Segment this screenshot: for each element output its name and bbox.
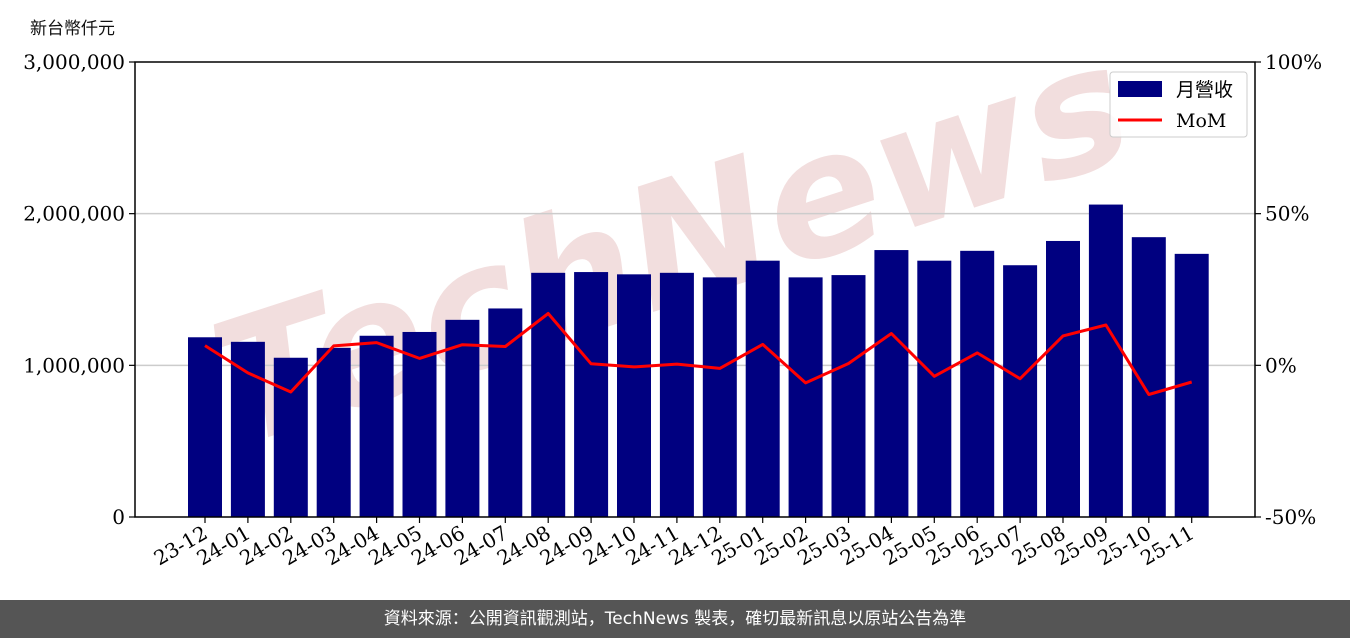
- plot-frame: [134, 61, 1256, 518]
- bar-24-10: [617, 274, 651, 517]
- bar-24-02: [273, 357, 308, 517]
- bar-24-03: [316, 347, 351, 517]
- y-right-tick-label: -50%: [1265, 505, 1316, 529]
- bar-25-09: [1088, 204, 1123, 518]
- bar-25-05: [917, 260, 952, 517]
- y-right-tick-label: 100%: [1265, 50, 1322, 74]
- y-left-tick-label: 3,000,000: [23, 50, 125, 74]
- bar-24-05: [402, 331, 437, 517]
- bar-25-02: [788, 277, 823, 517]
- legend-label-mom: MoM: [1176, 110, 1226, 132]
- bar-24-04: [359, 335, 394, 517]
- bar-25-06: [960, 250, 995, 517]
- bar-24-11: [659, 272, 694, 517]
- bar-25-04: [874, 250, 909, 518]
- legend-label-revenue: 月營收: [1176, 79, 1233, 101]
- revenue-chart: TechNews01,000,0002,000,0003,000,000-50%…: [23, 4, 1322, 570]
- bar-25-03: [831, 275, 866, 517]
- bar-24-12: [702, 277, 737, 517]
- y-right-tick-label: 0%: [1265, 353, 1297, 377]
- y-left-tick-label: 1,000,000: [23, 353, 125, 377]
- bar-24-06: [445, 319, 480, 517]
- mom-line: [204, 312, 1193, 396]
- bar-25-08: [1046, 240, 1080, 517]
- bar-24-08: [531, 272, 566, 517]
- bar-24-01: [230, 341, 265, 517]
- bar-24-07: [488, 308, 523, 517]
- legend-swatch-revenue: [1118, 81, 1162, 97]
- y-left-tick-label: 2,000,000: [23, 202, 125, 226]
- y-left-tick-label: 0: [112, 505, 125, 529]
- bar-24-09: [574, 272, 609, 517]
- bar-25-07: [1003, 265, 1038, 517]
- source-footer: 資料來源：公開資訊觀測站，TechNews 製表，確切最新訊息以原站公告為準: [0, 600, 1350, 638]
- y-right-tick-label: 50%: [1265, 202, 1309, 226]
- y-axis-unit-label: 新台幣仟元: [30, 19, 115, 39]
- bar-25-01: [745, 260, 780, 517]
- bar-23-12: [188, 337, 222, 517]
